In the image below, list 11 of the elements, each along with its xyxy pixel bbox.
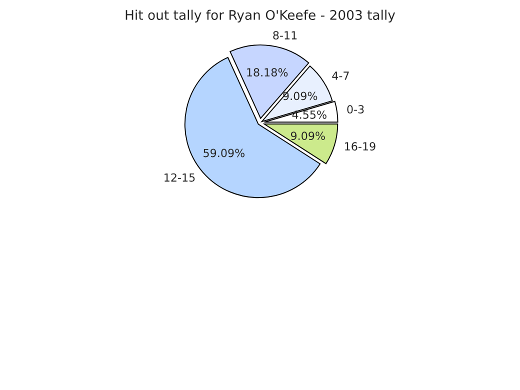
data-label: 18.18%	[247, 68, 288, 77]
data-label: 9.09%	[290, 132, 325, 140]
data-label: 4.55%	[292, 110, 326, 119]
slice-label: 4-7	[332, 72, 349, 80]
slice-label: 12-15	[164, 173, 195, 182]
slice-label: 0-3	[347, 105, 364, 114]
data-label: 59.09%	[204, 148, 245, 158]
chart-title: Hit out tally for Ryan O'Keefe - 2003 tally	[126, 10, 396, 23]
slice-label: 16-19	[345, 142, 376, 151]
data-label: 9.09%	[283, 92, 318, 100]
slice-label: 8-11	[273, 31, 297, 40]
